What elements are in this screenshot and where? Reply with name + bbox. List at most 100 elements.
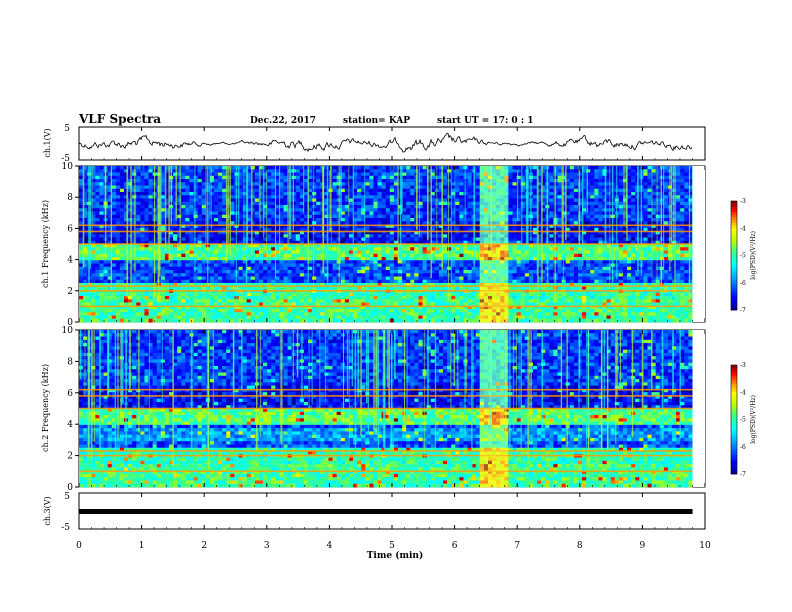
spectrogram-cell [647, 185, 652, 190]
spectrogram-cell [487, 227, 493, 232]
spectrogram-cell [340, 257, 346, 261]
spectrogram-cell [500, 166, 505, 170]
spectrogram-cell [373, 257, 378, 261]
spectrogram-cell [680, 205, 685, 209]
spectrogram-cell [230, 198, 235, 203]
spectrogram-cell [643, 231, 648, 235]
spectrogram-cell [663, 250, 669, 255]
spectrogram-cell [651, 270, 657, 274]
spectrogram-cell [573, 208, 579, 212]
spectrogram-cell [271, 263, 276, 268]
spectrogram-cell [688, 179, 693, 183]
spectrogram-cell [83, 192, 88, 196]
spectrogram-cell [676, 237, 681, 242]
spectrogram-cell [516, 192, 522, 196]
spectrogram-cell [643, 175, 648, 180]
spectrogram-cell [541, 172, 546, 177]
spectrogram-cell [508, 270, 513, 274]
spectrogram-cell [303, 250, 309, 255]
spectrogram-cell [406, 260, 411, 264]
spectrogram-cell [222, 166, 227, 170]
spectrogram-cell [680, 266, 685, 271]
spectrogram-cell [123, 257, 129, 261]
spectrogram-cell [590, 166, 595, 170]
spectrogram-cell [160, 273, 166, 277]
spectrogram-cell [410, 218, 415, 222]
spectrogram-cell [148, 221, 154, 225]
spectrogram-cell [230, 253, 235, 258]
spectrogram-cell [258, 192, 264, 196]
spectrogram-cell [291, 211, 297, 216]
spectrogram-cell [414, 257, 419, 261]
spectrogram-cell [508, 182, 513, 186]
spectrogram-cell [618, 169, 624, 173]
spectrogram-cell [299, 214, 305, 219]
spectrogram-cell [160, 250, 166, 255]
spectrogram-cell [631, 169, 636, 173]
spectrogram-cell [185, 218, 190, 222]
spectrogram-cell [549, 208, 554, 212]
spectrogram-cell [218, 182, 223, 186]
spectrogram-cell [487, 169, 493, 173]
spectrogram-cell [622, 221, 628, 225]
spectrogram-cell [487, 260, 493, 264]
spectrogram-cell [684, 257, 689, 261]
spectrogram-cell [459, 237, 464, 242]
spectrogram-cell [344, 224, 350, 229]
spectrogram-cell [263, 205, 268, 209]
spectrogram-cell [283, 166, 288, 170]
spectrogram-cell [181, 247, 186, 251]
spectrogram-cell [357, 211, 362, 216]
spectrogram-cell [622, 237, 628, 242]
spectrogram-cell [496, 198, 501, 203]
spectrogram-cell [381, 240, 387, 245]
spectrogram-cell [463, 169, 468, 173]
spectrogram-cell [324, 250, 329, 255]
spectrogram-cell [369, 172, 374, 177]
spectrogram-cell [213, 270, 219, 274]
spectrogram-cell [618, 192, 624, 196]
spectrogram-cell [111, 192, 117, 196]
spectrogram-cell [312, 231, 317, 235]
spectrogram-cell [418, 218, 423, 222]
spectrogram-cell [643, 240, 648, 245]
spectrogram-cell [254, 231, 260, 235]
spectrogram-cell [504, 237, 509, 242]
spectrogram-cell [83, 240, 88, 245]
spectrogram-cell [222, 231, 227, 235]
spectrogram-cell [389, 201, 395, 206]
spectrogram-cell [291, 192, 297, 196]
spectrogram-cell [520, 179, 526, 183]
spectrogram-cell [242, 227, 248, 232]
spectrogram-cell [463, 263, 468, 268]
spectrogram-cell [659, 234, 665, 238]
spectrogram-cell [430, 260, 436, 264]
spectrogram-cell [197, 172, 203, 177]
spectrogram-cell [508, 257, 513, 261]
spectrogram-cell [532, 182, 538, 186]
spectrogram-cell [299, 192, 305, 196]
spectrogram-cell [528, 263, 534, 268]
spectrogram-cell [512, 257, 518, 261]
spectrogram-cell [173, 195, 178, 199]
spectrogram-cell [492, 240, 497, 245]
spectrogram-cell [541, 214, 546, 219]
spectrogram-cell [487, 205, 493, 209]
spectrogram-cell [181, 211, 186, 216]
spectrogram-cell [185, 221, 190, 225]
spectrogram-cell [414, 240, 419, 245]
spectrogram-cell [295, 195, 301, 199]
spectrogram-cell [406, 240, 411, 245]
spectrogram-cell [447, 214, 452, 219]
spectrogram-cell [680, 169, 685, 173]
spectrogram-cell [680, 221, 685, 225]
spectrogram-cell [271, 257, 276, 261]
spectrogram-cell [406, 175, 411, 180]
spectrogram-cell [213, 214, 219, 219]
spectrogram-cell [258, 234, 264, 238]
spectrogram-cell [684, 263, 689, 268]
spectrogram-cell [504, 195, 509, 199]
spectrogram-cell [299, 211, 305, 216]
spectrogram-cell [508, 179, 513, 183]
spectrogram-cell [160, 211, 166, 216]
